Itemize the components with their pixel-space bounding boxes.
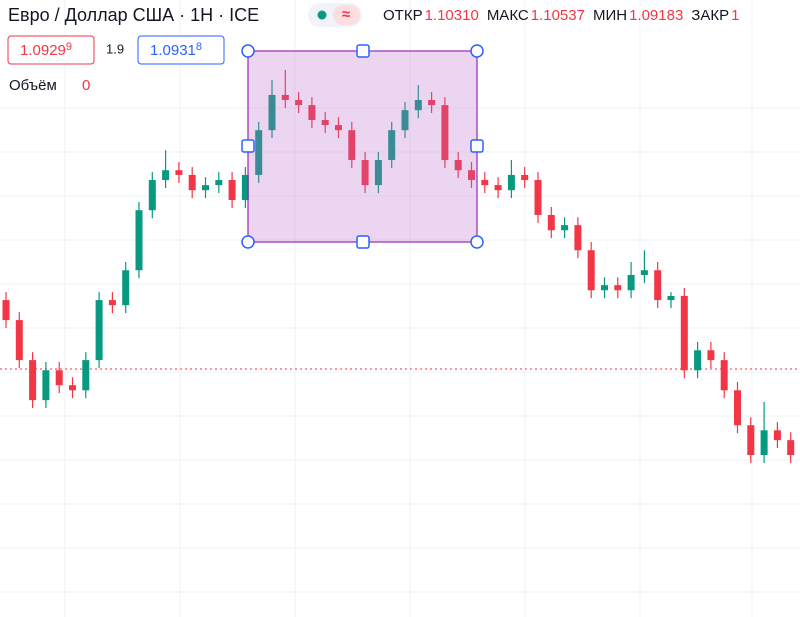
candle-body bbox=[454, 160, 462, 171]
handle[interactable] bbox=[356, 44, 370, 58]
candle-body bbox=[481, 180, 489, 186]
candle-body bbox=[82, 360, 90, 391]
ohlc-label: МАКС bbox=[487, 7, 529, 24]
ohlc-label: ОТКР bbox=[383, 7, 423, 24]
ohlc-label: ЗАКР bbox=[691, 7, 729, 24]
candle-body bbox=[468, 170, 475, 181]
candle-body bbox=[308, 105, 316, 121]
candle-body bbox=[69, 385, 76, 391]
candle-body bbox=[148, 180, 156, 211]
handle[interactable] bbox=[241, 139, 255, 153]
candle-body bbox=[747, 425, 755, 456]
ohlc-value: 1.10537 bbox=[531, 7, 585, 24]
sell-box[interactable] bbox=[7, 35, 95, 65]
sell-price[interactable]: 1.09299 bbox=[20, 41, 72, 59]
candle-body bbox=[601, 285, 608, 291]
handle[interactable] bbox=[470, 235, 484, 249]
candle-body bbox=[348, 130, 356, 161]
handle[interactable] bbox=[241, 235, 255, 249]
rectangle-drawing[interactable] bbox=[241, 44, 484, 249]
candle-body bbox=[15, 320, 23, 361]
spread: 1.9 bbox=[106, 41, 124, 56]
handle[interactable] bbox=[356, 235, 370, 249]
candle-body bbox=[122, 270, 130, 306]
candle-body bbox=[787, 440, 795, 456]
candle-body bbox=[414, 100, 422, 111]
candle-body bbox=[175, 170, 183, 175]
handle[interactable] bbox=[241, 44, 255, 58]
candle-body bbox=[281, 94, 289, 101]
candle-body bbox=[388, 130, 396, 161]
volume-label: Объём bbox=[9, 77, 57, 94]
symbol-title[interactable]: Евро / Доллар США · 1H · ICE bbox=[8, 5, 259, 25]
candle-body bbox=[428, 100, 436, 106]
candle-body bbox=[534, 180, 542, 215]
candle-body bbox=[521, 174, 529, 181]
candle-body bbox=[55, 370, 63, 386]
candle-body bbox=[640, 270, 648, 275]
candle-body bbox=[135, 210, 143, 271]
candle-body bbox=[228, 180, 236, 201]
candle-body bbox=[680, 295, 688, 371]
ohlc-line: ОТКР 1.10310 МАКС 1.10537 МИН 1.09183 ЗАКР 1 bbox=[383, 7, 739, 24]
candle-body bbox=[95, 300, 103, 361]
candle-body bbox=[321, 120, 329, 126]
ohlc-value: 1.10310 bbox=[425, 7, 479, 24]
candle-body bbox=[335, 125, 342, 131]
candle-body bbox=[587, 250, 595, 291]
candle-body bbox=[29, 360, 37, 401]
candle-body bbox=[614, 285, 622, 291]
badge-bg bbox=[333, 5, 360, 25]
candle-body bbox=[627, 275, 635, 291]
ohlc: ОТКР 1.10310 МАКС 1.10537 МИН 1.09183 ЗАКР 1 bbox=[383, 7, 739, 24]
candle-body bbox=[561, 225, 569, 231]
buy-box[interactable] bbox=[137, 35, 225, 65]
candle-body bbox=[734, 390, 741, 426]
candle-body bbox=[42, 370, 50, 401]
badge-icon: ≈ bbox=[342, 6, 350, 23]
candle-body bbox=[162, 170, 170, 181]
status-dot bbox=[317, 10, 327, 20]
handle[interactable] bbox=[470, 44, 484, 58]
volume-value: 0 bbox=[82, 77, 90, 94]
candle-body bbox=[108, 300, 116, 306]
candle-body bbox=[268, 94, 276, 131]
candle-body bbox=[507, 174, 515, 191]
handle[interactable] bbox=[470, 139, 484, 153]
ohlc-value: 1 bbox=[731, 7, 739, 24]
candle-body bbox=[547, 214, 555, 231]
candle-body bbox=[667, 295, 675, 301]
candle-body bbox=[707, 350, 715, 361]
candle-body bbox=[720, 360, 728, 391]
candle-body bbox=[361, 160, 369, 186]
candle-body bbox=[574, 225, 582, 251]
candle-body bbox=[241, 174, 249, 201]
rectangle[interactable] bbox=[247, 50, 478, 243]
candle-body bbox=[202, 185, 209, 191]
candle-body bbox=[494, 185, 502, 191]
candle-body bbox=[2, 300, 10, 321]
candle-body bbox=[441, 105, 449, 161]
candle-body bbox=[295, 100, 303, 106]
candle-body bbox=[215, 180, 223, 186]
candle-body bbox=[694, 350, 702, 371]
buy-price[interactable]: 1.09318 bbox=[150, 41, 202, 59]
candle-body bbox=[760, 430, 768, 456]
candle-body bbox=[374, 160, 382, 186]
ohlc-label: МИН bbox=[593, 7, 627, 24]
ohlc-value: 1.09183 bbox=[629, 7, 683, 24]
candle-body bbox=[188, 174, 196, 191]
candle-body bbox=[654, 270, 662, 301]
candles bbox=[2, 69, 795, 464]
candle-body bbox=[255, 130, 263, 175]
candle-body bbox=[773, 430, 781, 441]
candle-body bbox=[401, 110, 409, 131]
